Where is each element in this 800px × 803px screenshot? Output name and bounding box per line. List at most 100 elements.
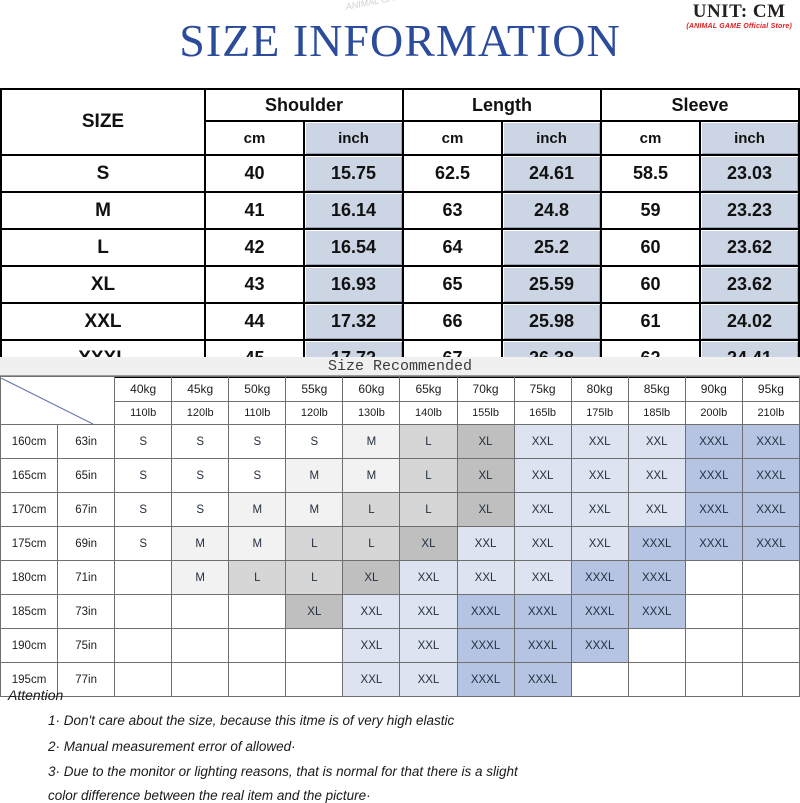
size-recommendation-grid: 40kg 45kg 50kg 55kg 60kg 65kg 70kg 75kg 80kg 85kg…	[0, 376, 800, 697]
height-label-cm: 180cm	[0, 560, 59, 595]
measurement-cell-length-cm: 65	[402, 265, 503, 304]
unit-header-shoulder-inch: inch	[303, 120, 404, 156]
weight-header-kg: 45kg	[171, 376, 230, 402]
recommended-size-cell: S	[228, 458, 287, 493]
measurement-cell-length-in: 25.59	[501, 265, 602, 304]
recommended-size-cell: XXXL	[627, 526, 686, 561]
height-label-in: 75in	[57, 628, 116, 663]
weight-header-kg: 80kg	[570, 376, 629, 402]
recommended-size-cell: S	[114, 458, 173, 493]
measurement-cell-length-cm: 66	[402, 302, 503, 341]
measurement-cell-length-cm: 62.5	[402, 154, 503, 193]
weight-header-kg: 95kg	[741, 376, 800, 402]
recommended-size-cell: L	[399, 492, 458, 527]
empty-cell	[171, 662, 230, 697]
recommended-size-cell: M	[171, 526, 230, 561]
recommendation-row: 170cm 67in S S M M L L XL XXL XXL XXL XXXL XXXL	[0, 492, 800, 527]
empty-cell	[627, 662, 686, 697]
column-group-sleeve: Sleeve	[600, 88, 800, 122]
recommended-size-cell: XXL	[570, 458, 629, 493]
unit-header-length-cm: cm	[402, 120, 503, 156]
empty-cell	[114, 594, 173, 629]
empty-cell	[114, 628, 173, 663]
size-label: M	[0, 191, 206, 230]
weight-header-lb: 165lb	[513, 401, 572, 425]
recommended-size-cell: XXL	[342, 628, 401, 663]
recommended-size-cell: L	[285, 560, 344, 595]
unit-header-shoulder-cm: cm	[204, 120, 305, 156]
height-label-in: 71in	[57, 560, 116, 595]
recommended-size-cell: XXXL	[456, 662, 515, 697]
recommended-size-cell: XXXL	[684, 424, 743, 459]
recommended-size-cell: XXL	[399, 560, 458, 595]
weight-header-lb: 110lb	[228, 401, 287, 425]
measurement-cell-length-in: 24.61	[501, 154, 602, 193]
weight-header-kg: 90kg	[684, 376, 743, 402]
weight-header-kg: 85kg	[627, 376, 686, 402]
column-group-shoulder: Shoulder	[204, 88, 404, 122]
measurement-table: SIZE Shoulder Length Sleeve cm inch cm inch cm in…	[0, 88, 800, 378]
empty-cell	[228, 662, 287, 697]
measurement-cell-sleeve-in: 23.03	[699, 154, 800, 193]
measurement-cell-length-in: 25.2	[501, 228, 602, 267]
height-label-cm: 160cm	[0, 424, 59, 459]
weight-header-kg: 50kg	[228, 376, 287, 402]
recommended-size-cell: XXXL	[456, 628, 515, 663]
watermark-text: ANIMAL GAME Official Store	[345, 0, 461, 12]
empty-cell	[228, 628, 287, 663]
recommended-size-cell: XXXL	[570, 628, 629, 663]
size-label: S	[0, 154, 206, 193]
height-label-in: 77in	[57, 662, 116, 697]
recommended-size-cell: XL	[285, 594, 344, 629]
recommended-size-cell: XL	[399, 526, 458, 561]
measurement-cell-shoulder-in: 16.14	[303, 191, 404, 230]
recommended-size-cell: XXXL	[627, 594, 686, 629]
recommended-size-cell: S	[228, 424, 287, 459]
recommended-size-cell: XXXL	[741, 492, 800, 527]
recommended-size-cell: XXXL	[513, 662, 572, 697]
recommended-size-cell: XXL	[399, 594, 458, 629]
measurement-cell-sleeve-in: 23.62	[699, 265, 800, 304]
table-row: S 40 15.75 62.5 24.61 58.5 23.03	[0, 154, 800, 193]
weight-header-kg: 75kg	[513, 376, 572, 402]
empty-cell	[114, 560, 173, 595]
empty-cell	[741, 560, 800, 595]
weight-header-kg: 40kg	[114, 376, 173, 402]
recommended-size-cell: XXL	[570, 424, 629, 459]
measurement-cell-sleeve-cm: 61	[600, 302, 701, 341]
recommended-size-cell: XXL	[627, 424, 686, 459]
recommended-size-cell: XXL	[456, 526, 515, 561]
measurement-cell-sleeve-in: 23.23	[699, 191, 800, 230]
store-note: (ANIMAL GAME Official Store)	[686, 22, 792, 30]
attention-note: 2· Manual measurement error of allowed·	[48, 738, 296, 754]
weight-header-lb: 110lb	[114, 401, 173, 425]
weight-header-lb: 130lb	[342, 401, 401, 425]
recommended-size-cell: XXL	[513, 526, 572, 561]
recommended-size-cell: XL	[456, 492, 515, 527]
recommendation-row: 195cm 77in XXL XXL XXXL XXXL	[0, 662, 800, 697]
measurement-cell-sleeve-cm: 59	[600, 191, 701, 230]
size-label: XXL	[0, 302, 206, 341]
measurement-cell-shoulder-in: 16.54	[303, 228, 404, 267]
empty-cell	[684, 628, 743, 663]
recommended-size-cell: XXL	[399, 662, 458, 697]
recommendation-row: 190cm 75in XXL XXL XXXL XXXL XXXL	[0, 628, 800, 663]
weight-header-lb: 185lb	[627, 401, 686, 425]
recommended-size-cell: S	[114, 424, 173, 459]
empty-cell	[171, 628, 230, 663]
recommended-size-cell: XL	[456, 458, 515, 493]
recommendation-row: 185cm 73in XL XXL XXL XXXL XXXL XXXL XXXL	[0, 594, 800, 629]
weight-header-kg: 60kg	[342, 376, 401, 402]
recommended-size-cell: XL	[456, 424, 515, 459]
weight-header-kg: 55kg	[285, 376, 344, 402]
weight-header-kg: 70kg	[456, 376, 515, 402]
recommended-size-cell: XXL	[570, 526, 629, 561]
recommended-size-cell: L	[285, 526, 344, 561]
measurement-cell-length-cm: 63	[402, 191, 503, 230]
table-row: XXL 44 17.32 66 25.98 61 24.02	[0, 302, 800, 341]
empty-cell	[741, 628, 800, 663]
unit-header-sleeve-cm: cm	[600, 120, 701, 156]
column-group-length: Length	[402, 88, 602, 122]
recommended-size-cell: M	[342, 424, 401, 459]
measurement-cell-length-in: 25.98	[501, 302, 602, 341]
